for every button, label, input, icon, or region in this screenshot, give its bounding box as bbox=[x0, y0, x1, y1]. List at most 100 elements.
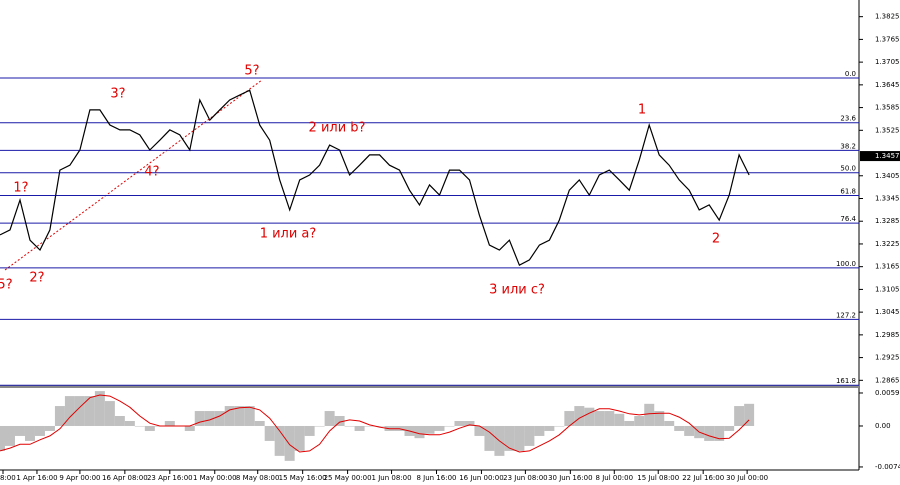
macd-bar bbox=[64, 396, 75, 426]
fib-level-label: 127.2 bbox=[836, 311, 856, 319]
macd-bar bbox=[684, 425, 695, 436]
fib-level-label: 61.8 bbox=[840, 187, 856, 195]
wave-label: 5? bbox=[244, 64, 259, 79]
y-tick-label: -0.0074 bbox=[875, 463, 900, 471]
trend-line bbox=[4, 79, 263, 271]
y-tick-label: 1.2985 bbox=[875, 331, 900, 339]
macd-bar bbox=[704, 425, 715, 441]
macd-bar bbox=[534, 425, 545, 436]
macd-bar bbox=[474, 425, 485, 436]
macd-bar bbox=[84, 396, 95, 426]
x-tick-label: 30 Jun 16:00 bbox=[548, 474, 592, 482]
fib-level-label: 0.0 bbox=[845, 70, 856, 78]
wave-label: 3 или с? bbox=[489, 283, 545, 298]
macd-bar bbox=[104, 401, 115, 426]
macd-bar bbox=[224, 406, 235, 426]
macd-bar bbox=[734, 406, 745, 426]
macd-bar bbox=[114, 416, 125, 426]
macd-bar bbox=[594, 411, 605, 426]
fib-level-label: 161.8 bbox=[836, 377, 856, 385]
macd-bar bbox=[674, 425, 685, 431]
macd-bar bbox=[414, 425, 425, 439]
y-tick-label: 1.3045 bbox=[875, 308, 900, 316]
macd-bar bbox=[564, 411, 575, 426]
macd-bar bbox=[374, 425, 385, 427]
macd-bar bbox=[204, 411, 215, 426]
x-tick-label: 8 Jul 00:00 bbox=[596, 474, 634, 482]
macd-bar bbox=[74, 396, 85, 426]
wave-label: 1 bbox=[638, 103, 646, 118]
signal-line bbox=[0, 394, 750, 453]
macd-bar bbox=[284, 425, 295, 461]
macd-bar bbox=[444, 425, 455, 427]
macd-bar bbox=[544, 425, 555, 431]
macd-bar bbox=[724, 425, 735, 431]
macd-bar bbox=[144, 425, 155, 431]
macd-bar bbox=[464, 420, 475, 426]
wave-label: 2 или b? bbox=[309, 121, 366, 136]
current-price-label: 1.3457 bbox=[875, 152, 900, 160]
macd-bar bbox=[434, 425, 445, 431]
macd-bar bbox=[214, 411, 225, 426]
macd-bar bbox=[554, 425, 565, 427]
y-tick-label: 1.3105 bbox=[875, 285, 900, 293]
macd-bar bbox=[264, 425, 275, 441]
x-tick-label: 16 Jun 00:00 bbox=[459, 474, 503, 482]
y-tick-label: 1.3225 bbox=[875, 240, 900, 248]
y-tick-label: 1.3525 bbox=[875, 126, 900, 134]
macd-bar bbox=[344, 425, 355, 427]
macd-bar bbox=[44, 425, 55, 431]
macd-bar bbox=[654, 411, 665, 426]
macd-bar bbox=[54, 406, 65, 426]
y-tick-label: 1.3285 bbox=[875, 217, 900, 225]
macd-bar bbox=[124, 420, 135, 426]
price-line bbox=[0, 89, 750, 267]
y-tick-label: 1.2925 bbox=[875, 354, 900, 362]
macd-bar bbox=[424, 425, 435, 434]
macd-bar bbox=[714, 425, 725, 441]
wave-label: 2? bbox=[29, 271, 44, 286]
macd-bar bbox=[184, 425, 195, 431]
macd-bar bbox=[94, 391, 105, 426]
y-tick-label: 1.3765 bbox=[875, 35, 900, 43]
macd-bar bbox=[274, 425, 285, 456]
macd-bar bbox=[334, 416, 345, 426]
macd-bar bbox=[0, 425, 5, 451]
x-tick-label: 23 Apr 16:00 bbox=[147, 474, 193, 482]
x-tick-label: 15 Jul 08:00 bbox=[637, 474, 679, 482]
fib-level-label: 100.0 bbox=[836, 260, 856, 268]
x-tick-label: 8 May 08:00 bbox=[236, 474, 280, 482]
macd-bar bbox=[504, 425, 515, 451]
macd-bar bbox=[164, 420, 175, 426]
y-tick-label: 1.3345 bbox=[875, 194, 900, 202]
macd-bar bbox=[454, 420, 465, 426]
macd-bar bbox=[294, 425, 305, 451]
macd-bar bbox=[584, 407, 595, 426]
wave-label: 1 или а? bbox=[260, 227, 317, 242]
macd-bar bbox=[484, 425, 495, 451]
y-tick-label: 1.3825 bbox=[875, 13, 900, 21]
macd-bar bbox=[624, 420, 635, 426]
wave-label: 3? bbox=[110, 87, 125, 102]
y-tick-label: 0.00596 bbox=[875, 389, 900, 397]
macd-bar bbox=[644, 403, 655, 426]
macd-bar bbox=[524, 425, 535, 446]
macd-bar bbox=[134, 425, 145, 427]
macd-bar bbox=[314, 425, 325, 427]
macd-bar bbox=[514, 425, 525, 451]
x-tick-label: 1 May 00:00 bbox=[193, 474, 237, 482]
macd-bar bbox=[634, 416, 645, 426]
macd-bar bbox=[744, 403, 755, 426]
wave-label: 4? bbox=[144, 165, 159, 180]
fib-level-label: 50.0 bbox=[840, 165, 856, 173]
y-tick-label: 1.3165 bbox=[875, 263, 900, 271]
x-tick-label: 1 Apr 16:00 bbox=[16, 474, 57, 482]
current-price-box bbox=[860, 151, 900, 162]
macd-bar bbox=[574, 406, 585, 426]
y-tick-label: 0.00 bbox=[875, 422, 891, 430]
macd-bar bbox=[604, 411, 615, 426]
x-tick-label: 8 Jun 16:00 bbox=[416, 474, 456, 482]
macd-bar bbox=[194, 411, 205, 426]
wave-label: 2 bbox=[712, 232, 720, 247]
y-tick-label: 1.2865 bbox=[875, 376, 900, 384]
